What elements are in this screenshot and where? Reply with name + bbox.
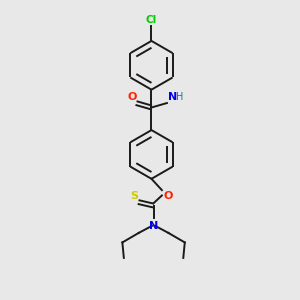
- Text: O: O: [163, 191, 172, 201]
- Text: N: N: [149, 221, 158, 231]
- Text: H: H: [176, 92, 184, 102]
- Text: O: O: [128, 92, 137, 102]
- Text: Cl: Cl: [146, 16, 157, 26]
- Text: S: S: [130, 191, 139, 201]
- Text: N: N: [168, 92, 178, 102]
